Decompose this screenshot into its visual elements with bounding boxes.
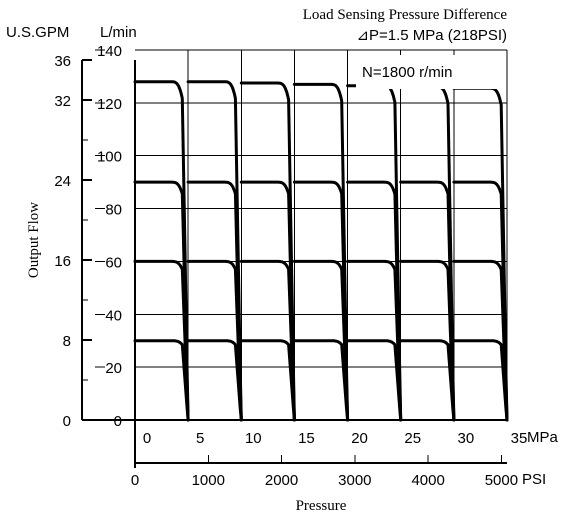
flow-curve <box>239 339 296 422</box>
y-tick-labels: 0 20 40 60 80 100 120 140 0 8 16 24 32 36 <box>54 43 122 430</box>
y-tick-label-gpm: 24 <box>54 173 71 190</box>
flow-curve <box>292 259 350 422</box>
flow-curve <box>186 259 243 422</box>
y-unit-gpm: U.S.GPM <box>6 24 69 41</box>
x-tick-label-psi: 4000 <box>411 472 444 489</box>
x-axis-label: Pressure <box>296 498 347 514</box>
x-tick-label-mpa: 35 <box>511 430 528 447</box>
x-tick-label-psi: 3000 <box>338 472 371 489</box>
y-tick-label-gpm: 16 <box>54 253 71 270</box>
x-tick-label-psi: 2000 <box>265 472 298 489</box>
y-tick-label-lmin: 120 <box>97 96 122 113</box>
y-tick-label-lmin: 40 <box>105 307 122 324</box>
flow-curve <box>399 180 456 422</box>
flow-curve <box>346 339 403 422</box>
y-tick-label-lmin: 60 <box>105 254 122 271</box>
y-tick-label-gpm: 0 <box>63 413 71 430</box>
x-tick-label-psi: 0 <box>131 472 139 489</box>
y-tick-label-lmin: 20 <box>105 360 122 377</box>
x-tick-label-mpa: 15 <box>298 430 315 447</box>
curves-group <box>133 80 509 422</box>
flow-curve <box>452 86 509 422</box>
flow-curve <box>452 339 509 422</box>
y-tick-label-gpm: 36 <box>54 53 71 70</box>
flow-curve <box>186 80 243 422</box>
x-tick-label-psi: 5000 <box>485 472 518 489</box>
x-tick-label-mpa: 20 <box>351 430 368 447</box>
flow-curve <box>133 80 190 422</box>
flow-curve <box>133 180 190 422</box>
flow-curve <box>239 81 296 422</box>
flow-curve <box>399 85 456 422</box>
flow-curve <box>292 82 350 422</box>
flow-curve <box>346 84 403 422</box>
x-tick-label-mpa: 0 <box>143 430 151 447</box>
y-tick-label-lmin: 80 <box>105 202 122 219</box>
x-tick-labels: 0 5 10 15 20 25 30 35 0 1000 2000 3000 4000 5000 <box>131 430 528 489</box>
flow-curve <box>399 259 456 422</box>
flow-curve <box>399 339 456 422</box>
y-tick-label-lmin: 100 <box>97 149 122 166</box>
flow-curve <box>292 339 350 422</box>
chart-title: Load Sensing Pressure Difference <box>303 7 508 23</box>
flow-curve <box>239 259 296 422</box>
flow-curve <box>133 339 190 422</box>
x-tick-label-mpa: 10 <box>245 430 262 447</box>
y-tick-label-lmin: 0 <box>114 413 122 430</box>
flow-curve <box>186 180 243 422</box>
y-unit-lmin: L/min <box>100 24 137 41</box>
flow-curve <box>186 339 243 422</box>
y-tick-label-gpm: 8 <box>63 333 71 350</box>
x-unit-psi: PSI <box>522 471 546 488</box>
y-axis-label: Output Flow <box>26 202 42 278</box>
x-tick-label-mpa: 25 <box>404 430 421 447</box>
speed-annotation: N=1800 r/min <box>362 64 452 81</box>
x-tick-label-psi: 1000 <box>192 472 225 489</box>
annotation-background <box>356 55 504 89</box>
y-tick-label-lmin: 140 <box>97 43 122 60</box>
x-tick-label-mpa: 5 <box>196 430 204 447</box>
x-unit-mpa: MPa <box>527 429 559 446</box>
axes-group <box>81 49 508 468</box>
flow-curve <box>239 180 296 422</box>
flow-curve <box>346 180 403 422</box>
flow-curve <box>452 180 509 422</box>
flow-curve <box>133 259 190 422</box>
y-tick-label-gpm: 32 <box>54 93 71 110</box>
flow-curve <box>452 259 509 422</box>
chart-subtitle: ⊿P=1.5 MPa (218PSI) <box>356 27 507 44</box>
flow-curve <box>346 259 403 422</box>
x-tick-label-mpa: 30 <box>458 430 475 447</box>
flow-curve <box>292 180 350 422</box>
